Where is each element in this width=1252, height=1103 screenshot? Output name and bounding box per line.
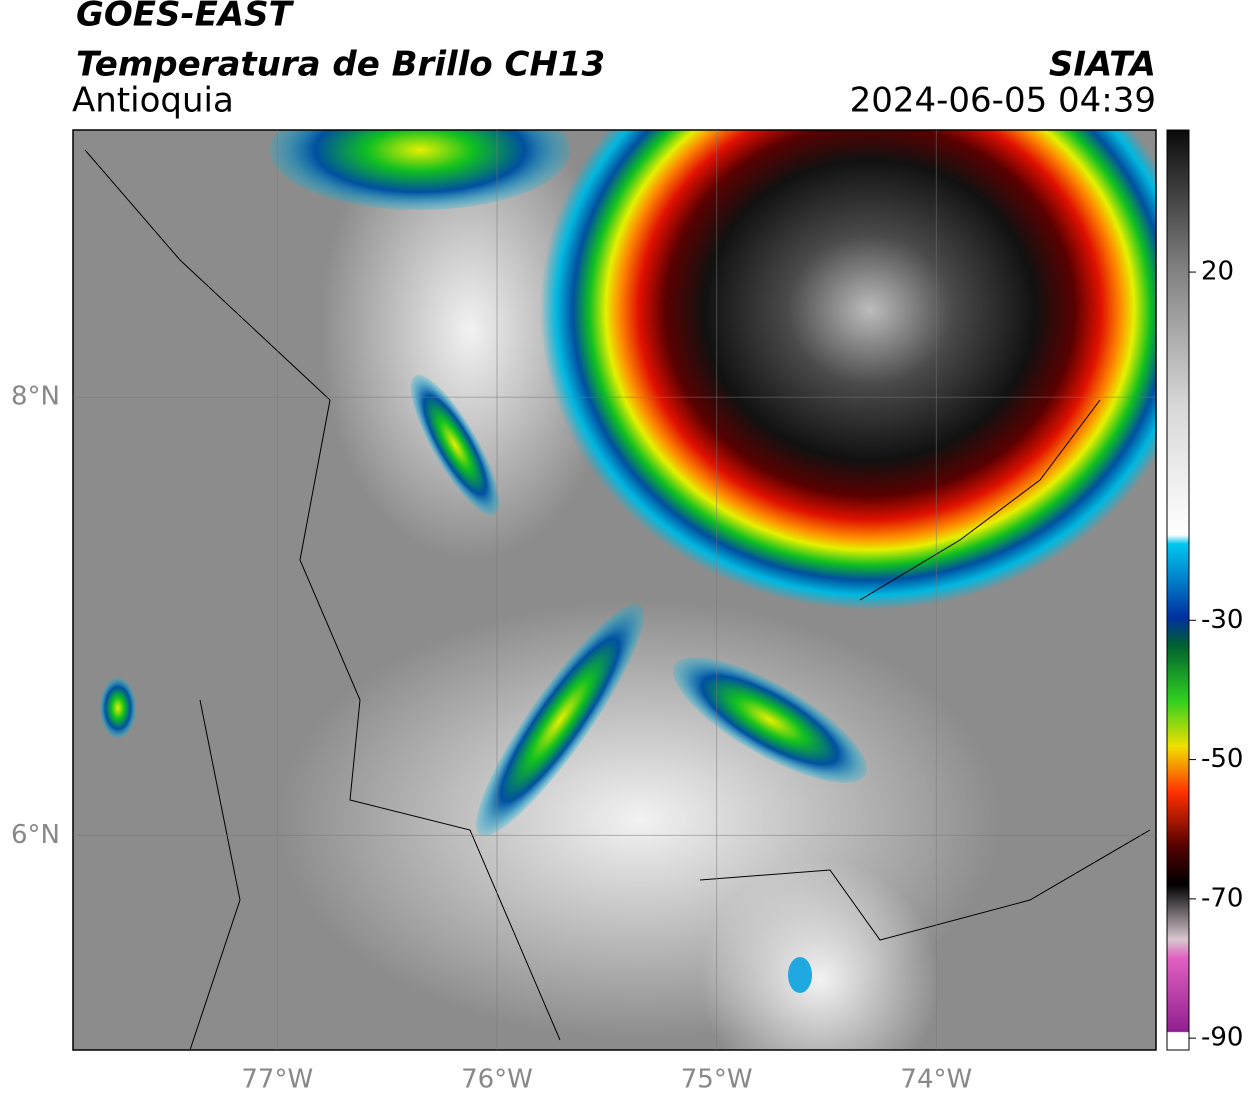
product-title: Temperatura de Brillo CH13 xyxy=(76,45,605,85)
colorbar-tick-label: -50 xyxy=(1201,744,1243,774)
region: Antioquia xyxy=(72,81,234,121)
colorbar-tick-label: -30 xyxy=(1201,605,1243,635)
y-tick-label: 8°N xyxy=(11,382,60,412)
colorbar-tick-label: 20 xyxy=(1201,257,1234,287)
colorbar-tick-label: -90 xyxy=(1201,1023,1243,1053)
datetime: 2024-06-05 04:39 xyxy=(850,81,1156,121)
y-tick-label: 6°N xyxy=(11,820,60,850)
agency: SIATA xyxy=(1049,45,1156,85)
map-frame xyxy=(72,129,1157,1051)
source-title: GOES-EAST xyxy=(76,0,295,35)
x-tick-label: 76°W xyxy=(461,1065,533,1095)
colorbar-tick-label: -70 xyxy=(1201,883,1243,913)
x-tick-label: 74°W xyxy=(900,1065,972,1095)
colorbar xyxy=(1166,129,1190,1051)
x-tick-label: 77°W xyxy=(241,1065,313,1095)
x-tick-label: 75°W xyxy=(681,1065,753,1095)
satellite-image xyxy=(73,130,1156,1050)
